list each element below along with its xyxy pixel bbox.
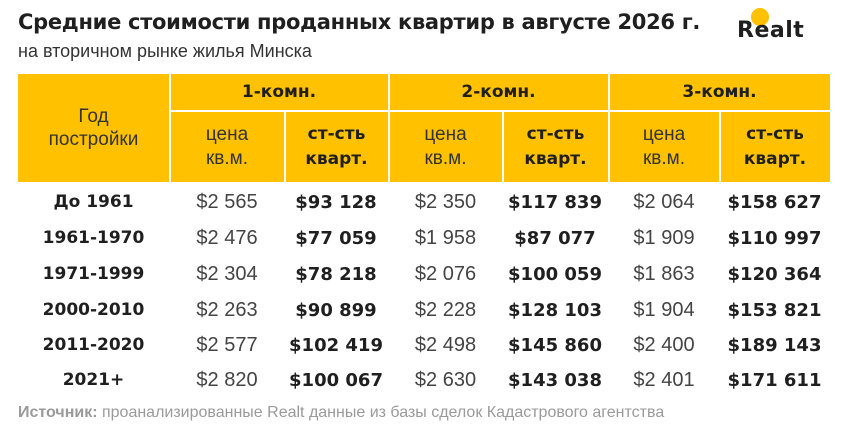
price-per-sqm-cell: $1 958	[414, 226, 477, 249]
header-divider	[169, 74, 171, 182]
year-cell: 2011-2020	[42, 335, 145, 355]
total-cost-cell: $158 627	[727, 191, 822, 213]
header-row-divider	[170, 110, 830, 112]
price-per-sqm-cell: $2 400	[633, 333, 695, 356]
price-per-sqm-cell: $2 401	[633, 368, 695, 391]
header-subdivider	[284, 110, 286, 182]
source-label: Источник:	[18, 404, 98, 421]
price-per-sqm-header: цена кв.м.	[424, 123, 467, 169]
table-header-2room-bg	[389, 74, 608, 182]
total-cost-cell: $102 419	[289, 334, 383, 356]
header-subdivider	[719, 110, 721, 182]
room-header-2: 2-комн.	[461, 82, 536, 102]
price-per-sqm-cell: $2 263	[196, 298, 258, 321]
price-per-sqm-cell: $2 076	[414, 262, 477, 285]
page-subtitle: на вторичном рынке жилья Минска	[18, 41, 312, 61]
room-header-3: 3-комн.	[682, 82, 757, 102]
price-per-sqm-cell: $2 498	[414, 333, 477, 356]
table-row: 2000-2010 $2 263 $90 899 $2 228 $128 103…	[18, 292, 830, 328]
total-cost-cell: $171 611	[727, 369, 822, 391]
header-subdivider	[502, 110, 504, 182]
price-per-sqm-cell: $1 909	[633, 226, 695, 249]
total-cost-cell: $120 364	[727, 263, 822, 285]
price-per-sqm-cell: $2 350	[414, 190, 477, 213]
total-cost-header: ст-сть кварт.	[743, 123, 807, 169]
year-cell: 2021+	[62, 370, 125, 390]
total-cost-cell: $153 821	[727, 299, 822, 321]
price-per-sqm-cell: $2 228	[414, 298, 477, 321]
table-row: 1961-1970 $2 476 $77 059 $1 958 $87 077 …	[18, 220, 830, 256]
total-cost-cell: $117 839	[508, 191, 602, 213]
total-cost-cell: $189 143	[727, 334, 822, 356]
total-cost-cell: $128 103	[508, 299, 602, 321]
source-note: Источник: проанализированные Realt данны…	[18, 404, 664, 422]
total-cost-cell: $100 067	[289, 369, 383, 391]
price-per-sqm-cell: $2 304	[196, 262, 258, 285]
total-cost-cell: $87 077	[514, 227, 596, 249]
logo-dot	[751, 8, 769, 26]
total-cost-cell: $78 218	[295, 263, 377, 285]
total-cost-cell: $90 899	[295, 299, 377, 321]
price-per-sqm-cell: $1 904	[633, 298, 695, 321]
logo-text: Realt	[737, 18, 805, 43]
table-row: 2011-2020 $2 577 $102 419 $2 498 $145 86…	[18, 327, 830, 363]
page-title: Средние стоимости проданных квартир в ав…	[18, 10, 701, 34]
header-divider	[608, 74, 610, 182]
price-per-sqm-cell: $2 820	[196, 368, 258, 391]
table-row: 2021+ $2 820 $100 067 $2 630 $143 038 $2…	[18, 362, 830, 398]
price-per-sqm-header: цена кв.м.	[642, 123, 686, 169]
table-row: До 1961 $2 565 $93 128 $2 350 $117 839 $…	[18, 184, 830, 220]
price-per-sqm-header: цена кв.м.	[205, 123, 249, 169]
realt-logo: Realt	[737, 8, 835, 48]
year-cell: 1971-1999	[42, 264, 145, 284]
total-cost-header: ст-сть кварт.	[524, 123, 587, 169]
source-text: проанализированные Realt данные из базы …	[97, 404, 665, 421]
total-cost-cell: $77 059	[295, 227, 377, 249]
year-cell: До 1961	[53, 192, 134, 212]
year-cell: 1961-1970	[42, 228, 145, 248]
total-cost-cell: $143 038	[508, 369, 602, 391]
table-header-year-bg	[18, 74, 170, 182]
price-table: Год постройки 1-комн. 2-комн. 3-комн. це…	[18, 74, 830, 398]
price-per-sqm-cell: $2 630	[414, 368, 477, 391]
total-cost-header: ст-сть кварт.	[305, 123, 368, 169]
table-row: 1971-1999 $2 304 $78 218 $2 076 $100 059…	[18, 256, 830, 292]
room-header-1: 1-комн.	[241, 82, 317, 102]
table-header-1room-bg	[170, 74, 388, 182]
year-column-header: Год постройки	[48, 106, 139, 150]
year-cell: 2000-2010	[42, 300, 145, 320]
header-divider	[388, 74, 390, 182]
price-per-sqm-cell: $2 476	[196, 226, 258, 249]
price-per-sqm-cell: $2 565	[196, 190, 258, 213]
price-per-sqm-cell: $1 863	[633, 262, 695, 285]
total-cost-cell: $100 059	[508, 263, 602, 285]
total-cost-cell: $145 860	[508, 334, 602, 356]
price-per-sqm-cell: $2 064	[633, 190, 695, 213]
total-cost-cell: $93 128	[295, 191, 377, 213]
price-per-sqm-cell: $2 577	[196, 333, 258, 356]
total-cost-cell: $110 997	[727, 227, 822, 249]
